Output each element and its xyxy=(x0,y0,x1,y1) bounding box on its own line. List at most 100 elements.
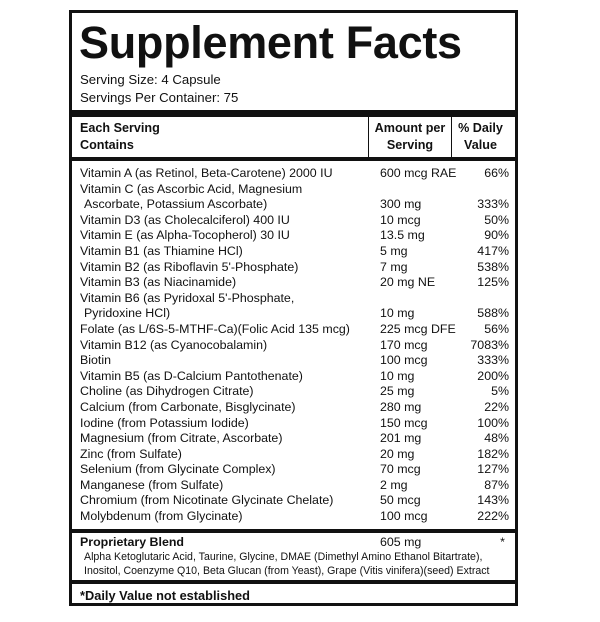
nutrient-name-line2: Pyridoxine HCl) xyxy=(84,306,171,321)
nutrient-amount: 10 mcg xyxy=(380,212,421,227)
footnote: *Daily Value not established xyxy=(80,588,250,604)
nutrient-row: Vitamin B6 (as Pyridoxal 5'-Phosphate, Py… xyxy=(80,291,509,322)
nutrient-daily-value: 222% xyxy=(477,509,509,524)
nutrient-name: Vitamin B12 (as Cyanocobalamin) xyxy=(80,338,380,354)
nutrient-row: Vitamin B3 (as Niacinamide) 20 mg NE 125% xyxy=(80,275,509,291)
nutrient-daily-value: 127% xyxy=(477,462,509,477)
nutrient-row: Selenium (from Glycinate Complex) 70 mcg 1… xyxy=(80,462,509,478)
nutrient-amount: 280 mg xyxy=(380,399,422,414)
nutrient-name: Zinc (from Sulfate) xyxy=(80,447,380,463)
blend-daily-value: * xyxy=(500,534,505,549)
nutrient-name-line1: Vitamin B3 (as Niacinamide) xyxy=(80,275,237,290)
header-dv-line2: Value xyxy=(464,138,497,152)
header-each-serving: Each Serving Contains xyxy=(80,117,368,157)
nutrient-name: Vitamin B2 (as Riboflavin 5'-Phosphate) xyxy=(80,260,380,276)
blend-ingredients-line2: Inositol, Coenzyme Q10, Beta Glucan (fro… xyxy=(84,564,490,577)
column-header-row: Each Serving Contains Amount per Serving… xyxy=(80,117,509,157)
nutrient-row: Choline (as Dihydrogen Citrate) 25 mg 5% xyxy=(80,384,509,400)
nutrient-row: Zinc (from Sulfate) 20 mg 182% xyxy=(80,447,509,463)
nutrient-daily-value: 182% xyxy=(477,446,509,461)
nutrient-name: Calcium (from Carbonate, Bisglycinate) xyxy=(80,400,380,416)
nutrient-amount: 100 mcg xyxy=(380,353,428,368)
nutrient-row: Biotin 100 mcg 333% xyxy=(80,353,509,369)
nutrient-daily-value: 5% xyxy=(491,384,509,399)
nutrient-amount: 50 mcg xyxy=(380,493,421,508)
nutrient-row: Vitamin B2 (as Riboflavin 5'-Phosphate) 7… xyxy=(80,260,509,276)
divider-medium-footer xyxy=(72,580,515,585)
blend-name: Proprietary Blend xyxy=(80,534,184,549)
nutrient-name-line1: Vitamin A (as Retinol, Beta-Carotene) 20… xyxy=(80,166,333,180)
nutrient-name: Vitamin B6 (as Pyridoxal 5'-Phosphate, Py… xyxy=(80,291,380,322)
header-amount-line2: Serving xyxy=(386,138,434,152)
nutrient-row: Manganese (from Sulfate) 2 mg 87% xyxy=(80,478,509,494)
nutrient-daily-value: 100% xyxy=(477,415,509,430)
nutrient-amount: 300 mg xyxy=(380,197,422,212)
nutrient-daily-value: 48% xyxy=(484,431,509,446)
nutrient-name-line1: Vitamin C (as Ascorbic Acid, Magnesium xyxy=(80,181,303,196)
divider-medium xyxy=(72,157,515,161)
nutrient-amount: 10 mg xyxy=(380,368,415,383)
header-amount-line1: Amount per xyxy=(374,121,446,135)
nutrient-name-line1: Magnesium (from Citrate, Ascorbate) xyxy=(80,431,283,446)
header-daily-value: % Daily Value xyxy=(451,117,509,157)
nutrient-name: Vitamin B1 (as Thiamine HCl) xyxy=(80,244,380,260)
nutrient-daily-value: 90% xyxy=(484,228,509,243)
nutrient-row: Chromium (from Nicotinate Glycinate Chel… xyxy=(80,493,509,509)
nutrient-amount: 201 mg xyxy=(380,431,422,446)
nutrient-row: Vitamin A (as Retinol, Beta-Carotene) 20… xyxy=(80,166,509,182)
nutrient-name: Vitamin B5 (as D-Calcium Pantothenate) xyxy=(80,369,380,385)
nutrient-amount: 225 mcg DFE xyxy=(380,321,456,336)
nutrient-name-line1: Biotin xyxy=(80,353,111,368)
nutrient-daily-value: 87% xyxy=(484,477,509,492)
supplement-facts-panel: Supplement Facts Serving Size: 4 Capsule… xyxy=(69,10,518,606)
nutrient-name: Folate (as L/6S-5-MTHF-Ca)(Folic Acid 13… xyxy=(80,322,380,338)
nutrient-daily-value: 66% xyxy=(484,166,509,180)
nutrient-name: Vitamin B3 (as Niacinamide) xyxy=(80,275,380,291)
nutrient-daily-value: 143% xyxy=(477,493,509,508)
nutrient-amount: 20 mg xyxy=(380,446,415,461)
nutrient-name-line1: Vitamin B2 (as Riboflavin 5'-Phosphate) xyxy=(80,259,299,274)
blend-ingredients-line1: Alpha Ketoglutaric Acid, Taurine, Glycin… xyxy=(84,550,483,563)
nutrient-name-line1: Calcium (from Carbonate, Bisglycinate) xyxy=(80,399,296,414)
nutrient-name-line1: Chromium (from Nicotinate Glycinate Chel… xyxy=(80,493,334,508)
blend-header-row: Proprietary Blend 605 mg * xyxy=(80,535,509,550)
servings-per-container: Servings Per Container: 75 xyxy=(80,90,239,105)
nutrient-row: Folate (as L/6S-5-MTHF-Ca)(Folic Acid 13… xyxy=(80,322,509,338)
nutrient-amount: 70 mcg xyxy=(380,462,421,477)
nutrient-amount: 100 mcg xyxy=(380,509,428,524)
nutrient-name-line1: Selenium (from Glycinate Complex) xyxy=(80,462,276,477)
header-each-serving-line2: Contains xyxy=(80,138,134,152)
nutrient-amount: 25 mg xyxy=(380,384,415,399)
header-amount: Amount per Serving xyxy=(368,117,451,157)
nutrient-daily-value: 22% xyxy=(484,399,509,414)
nutrient-name: Vitamin A (as Retinol, Beta-Carotene) 20… xyxy=(80,166,380,182)
nutrient-name: Biotin xyxy=(80,353,380,369)
nutrient-row: Vitamin D3 (as Cholecalciferol) 400 IU 10… xyxy=(80,213,509,229)
nutrient-row: Vitamin B12 (as Cyanocobalamin) 170 mcg 70… xyxy=(80,338,509,354)
nutrient-list: Vitamin A (as Retinol, Beta-Carotene) 20… xyxy=(80,161,509,525)
nutrient-name: Vitamin E (as Alpha-Tocopherol) 30 IU xyxy=(80,228,380,244)
nutrient-row: Calcium (from Carbonate, Bisglycinate) 28… xyxy=(80,400,509,416)
nutrient-row: Vitamin C (as Ascorbic Acid, Magnesium As… xyxy=(80,182,509,213)
nutrient-name-line1: Manganese (from Sulfate) xyxy=(80,477,224,492)
nutrient-name: Vitamin D3 (as Cholecalciferol) 400 IU xyxy=(80,213,380,229)
nutrient-name-line1: Zinc (from Sulfate) xyxy=(80,446,182,461)
nutrient-name: Manganese (from Sulfate) xyxy=(80,478,380,494)
nutrient-daily-value: 50% xyxy=(484,212,509,227)
nutrient-amount: 2 mg xyxy=(380,477,408,492)
nutrient-row: Molybdenum (from Glycinate) 100 mcg 222% xyxy=(80,509,509,525)
nutrient-row: Magnesium (from Citrate, Ascorbate) 201 m… xyxy=(80,431,509,447)
proprietary-blend: Proprietary Blend 605 mg * Alpha Ketoglu… xyxy=(80,533,509,579)
blend-amount: 605 mg xyxy=(380,534,422,549)
nutrient-amount: 20 mg NE xyxy=(380,275,436,290)
header-dv-line1: % Daily xyxy=(458,121,503,135)
nutrient-daily-value: 588% xyxy=(477,306,509,321)
nutrient-name: Iodine (from Potassium Iodide) xyxy=(80,416,380,432)
nutrient-name-line2: Ascorbate, Potassium Ascorbate) xyxy=(84,197,268,212)
nutrient-amount: 7 mg xyxy=(380,259,408,274)
nutrient-name-line1: Vitamin B5 (as D-Calcium Pantothenate) xyxy=(80,368,303,383)
nutrient-name: Molybdenum (from Glycinate) xyxy=(80,509,380,525)
nutrient-row: Vitamin B1 (as Thiamine HCl) 5 mg 417% xyxy=(80,244,509,260)
divider-medium-blend xyxy=(72,528,515,533)
nutrient-daily-value: 56% xyxy=(484,321,509,336)
